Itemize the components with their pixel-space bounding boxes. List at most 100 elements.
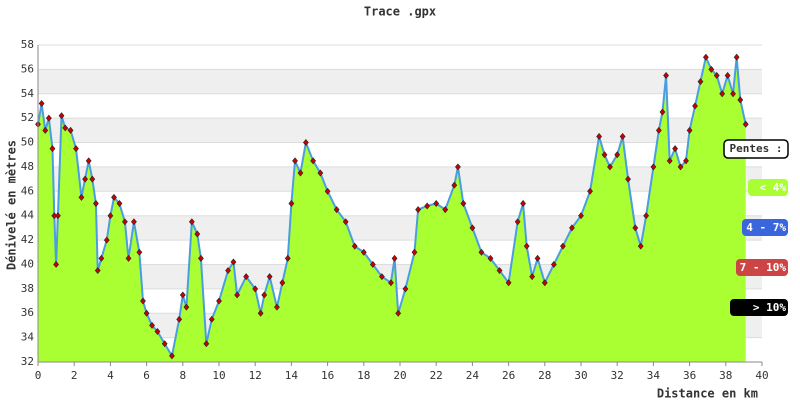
- marker: [82, 175, 88, 183]
- marker: [38, 100, 45, 107]
- marker: [310, 157, 317, 165]
- marker: [713, 72, 720, 79]
- marker: [578, 212, 584, 220]
- marker: [391, 254, 398, 262]
- marker: [94, 267, 101, 275]
- legend-title: Pentes :: [730, 142, 783, 155]
- marker: [560, 242, 566, 250]
- marker: [45, 114, 52, 122]
- marker: [183, 303, 190, 311]
- marker: [351, 242, 358, 250]
- marker: [469, 224, 476, 232]
- marker: [176, 315, 183, 323]
- marker: [455, 163, 461, 171]
- marker: [274, 303, 280, 311]
- marker: [402, 285, 409, 293]
- marker: [136, 248, 143, 256]
- marker: [140, 297, 146, 305]
- legend-label: < 4%: [760, 181, 787, 194]
- marker: [98, 254, 105, 262]
- y-tick-label: 38: [21, 282, 34, 295]
- marker: [288, 200, 295, 207]
- grid-band: [38, 166, 762, 192]
- marker: [460, 200, 467, 207]
- marker: [650, 163, 657, 171]
- marker: [607, 163, 613, 171]
- x-tick-label: 22: [430, 369, 443, 382]
- marker: [179, 291, 186, 299]
- marker: [154, 328, 161, 335]
- chart-title: Trace .gpx: [364, 5, 436, 19]
- marker: [379, 273, 385, 281]
- grid-band: [38, 45, 762, 70]
- marker: [677, 163, 684, 171]
- y-tick-label: 32: [21, 355, 34, 368]
- x-tick-label: 6: [143, 369, 150, 382]
- marker: [395, 309, 402, 317]
- legend-title-box: [723, 139, 789, 159]
- marker: [601, 151, 608, 159]
- marker: [569, 224, 575, 232]
- marker: [643, 212, 650, 220]
- x-tick-label: 36: [683, 369, 696, 382]
- marker: [93, 200, 99, 207]
- y-tick-label: 40: [21, 257, 34, 270]
- y-tick-label: 52: [21, 111, 34, 124]
- grid-band: [38, 142, 762, 167]
- marker: [637, 242, 644, 250]
- marker: [111, 193, 117, 201]
- marker: [324, 187, 331, 195]
- legend-label: > 10%: [753, 301, 786, 314]
- y-tick-label: 36: [21, 306, 34, 319]
- marker: [42, 126, 49, 134]
- marker: [103, 236, 110, 244]
- marker: [529, 273, 536, 281]
- marker: [496, 267, 503, 275]
- marker: [107, 212, 114, 220]
- marker: [208, 315, 215, 323]
- marker: [708, 65, 715, 73]
- x-tick-label: 20: [393, 369, 406, 382]
- marker: [67, 126, 74, 134]
- x-tick-label: 12: [249, 369, 262, 382]
- marker: [523, 242, 530, 250]
- y-axis-label: Dénivelé en mètres: [5, 140, 19, 270]
- y-tick-label: 54: [21, 87, 35, 100]
- marker: [487, 254, 494, 262]
- x-tick-label: 10: [212, 369, 225, 382]
- marker: [478, 248, 485, 256]
- marker: [62, 124, 69, 132]
- marker: [292, 157, 298, 165]
- y-tick-label: 48: [21, 160, 34, 173]
- legend-swatch: [730, 299, 788, 316]
- marker: [143, 309, 150, 317]
- marker: [161, 340, 168, 348]
- grid-band: [38, 191, 762, 216]
- marker: [116, 200, 123, 207]
- marker: [317, 169, 324, 177]
- x-tick-label: 18: [357, 369, 370, 382]
- marker: [614, 151, 621, 159]
- marker: [360, 248, 367, 256]
- marker: [433, 200, 440, 207]
- x-tick-label: 40: [755, 369, 768, 382]
- marker: [686, 126, 693, 134]
- marker: [388, 279, 394, 287]
- marker: [733, 53, 740, 61]
- x-tick-label: 0: [35, 369, 42, 382]
- marker: [550, 260, 557, 268]
- marker: [261, 291, 268, 299]
- marker: [415, 206, 421, 214]
- y-tick-label: 56: [21, 62, 34, 75]
- marker: [730, 90, 736, 98]
- marker: [284, 254, 291, 262]
- marker: [216, 297, 222, 305]
- x-axis-label: Distance en km: [657, 387, 758, 400]
- marker: [131, 218, 137, 226]
- marker: [619, 132, 626, 140]
- marker: [333, 206, 340, 214]
- marker: [252, 285, 259, 293]
- marker: [234, 291, 240, 299]
- x-tick-label: 24: [466, 369, 480, 382]
